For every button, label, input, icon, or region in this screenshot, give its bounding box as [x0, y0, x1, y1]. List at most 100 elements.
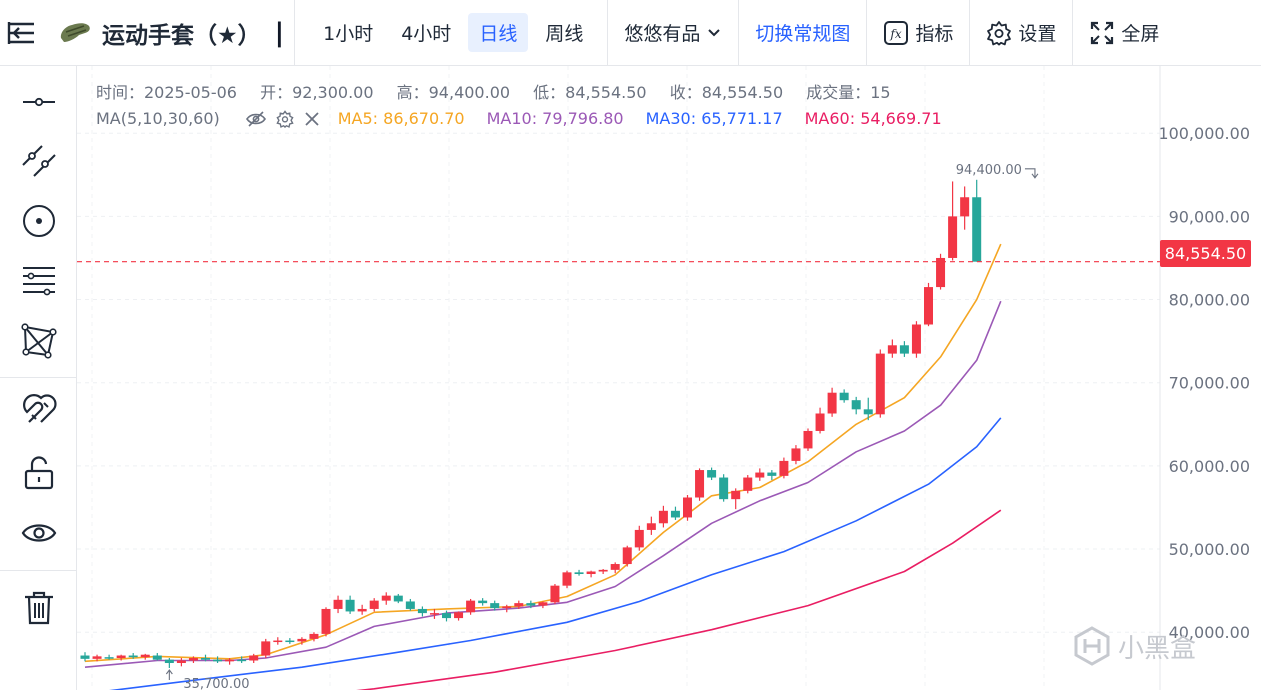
close-icon[interactable] [304, 111, 320, 127]
toolbar-divider [607, 0, 609, 66]
legend-volume: 成交量：15 [806, 83, 891, 102]
candle-body [863, 409, 873, 415]
trash-icon[interactable] [14, 586, 64, 630]
candle [911, 321, 921, 358]
candle-body [887, 345, 897, 354]
candle [92, 654, 102, 662]
candle [707, 467, 717, 481]
candle [936, 253, 946, 290]
settings-button[interactable]: 设置 [970, 0, 1072, 66]
candle-body [514, 603, 524, 607]
svg-text:fx: fx [890, 27, 902, 41]
candle-body [417, 608, 427, 614]
drawing-toolbar [0, 66, 77, 690]
y-tick-label: 50,000.00 [1169, 540, 1250, 559]
horizontal-line-tool-icon[interactable] [14, 80, 64, 124]
candle-body [755, 472, 765, 478]
pattern-tool-icon[interactable] [14, 319, 64, 363]
candle [598, 569, 608, 575]
unlock-icon[interactable] [14, 451, 64, 495]
candle-body [707, 470, 717, 478]
candle-body [779, 460, 789, 476]
collapse-menu-icon[interactable] [0, 0, 44, 66]
candle [670, 506, 680, 520]
candle-body [526, 603, 536, 606]
candle [333, 595, 343, 614]
candle [683, 495, 692, 521]
switch-chart-button[interactable]: 切换常规图 [755, 23, 851, 45]
magnet-icon[interactable] [14, 390, 64, 434]
candle [393, 593, 403, 604]
timeframe-4h[interactable]: 4小时 [401, 23, 452, 45]
min-price-label: 35,700.00 [183, 677, 249, 690]
candle [743, 475, 753, 494]
candle [309, 632, 319, 642]
fullscreen-button[interactable]: 全屏 [1073, 0, 1175, 66]
candle-body [538, 602, 548, 606]
candle [357, 604, 367, 615]
circle-tool-icon[interactable] [14, 199, 64, 243]
candle [562, 570, 572, 589]
source-dropdown[interactable]: 悠悠有品 [608, 0, 738, 66]
ma30-line [109, 417, 1002, 690]
legend-close: 收：84,554.50 [669, 83, 784, 102]
ma10-value: MA10: 79,796.80 [486, 109, 624, 128]
candle-body [948, 216, 958, 258]
candle-body [574, 572, 584, 575]
candle-body [188, 658, 198, 661]
candle-body [285, 640, 295, 643]
legend-high: 高：94,400.00 [396, 83, 511, 102]
timeframe-daily[interactable]: 日线 [468, 13, 529, 52]
candle-body [646, 523, 656, 530]
gear-icon[interactable] [276, 109, 294, 128]
candle-body [104, 657, 114, 659]
candle [152, 653, 162, 661]
y-tick-label: 80,000.00 [1169, 291, 1250, 310]
ma60-line [356, 509, 1002, 690]
candle-body [333, 599, 343, 609]
candle [273, 637, 283, 645]
symbol-name: 运动手套（★） [102, 22, 261, 49]
candle-body [911, 324, 921, 354]
candle [104, 654, 114, 660]
candle-body [899, 345, 909, 354]
candle [466, 598, 476, 615]
gear-icon [987, 20, 1012, 45]
candle [634, 525, 644, 551]
candle-body [683, 497, 692, 518]
watermark-text: 小黑盒 [1118, 633, 1197, 664]
candle-body [719, 477, 729, 500]
candle [586, 570, 596, 578]
timeframe-weekly[interactable]: 周线 [545, 23, 584, 45]
candle [514, 600, 524, 609]
candle [176, 658, 186, 667]
fib-levels-tool-icon[interactable] [14, 259, 64, 303]
candle [321, 607, 331, 637]
heybox-logo-icon [1074, 626, 1110, 666]
candle-body [924, 287, 933, 325]
indicator-button[interactable]: fx 指标 [867, 0, 969, 66]
ma5-value: MA5: 86,670.70 [337, 109, 465, 128]
candle-body [164, 659, 174, 664]
candle [490, 600, 500, 611]
candle-body [176, 660, 186, 664]
eye-icon[interactable] [14, 511, 64, 555]
timeframe-1h[interactable]: 1小时 [323, 23, 374, 45]
candle [622, 545, 632, 567]
candle [767, 470, 777, 481]
indicator-label: 指标 [915, 23, 954, 45]
y-tick-label: 40,000.00 [1169, 623, 1250, 642]
candle-body [369, 600, 379, 609]
candle-body [839, 392, 849, 401]
parallel-channel-tool-icon[interactable] [14, 139, 64, 183]
candle-body [851, 400, 861, 410]
candle [237, 656, 247, 664]
candle [369, 598, 379, 612]
candle [899, 341, 909, 357]
symbol-title[interactable]: 运动手套（★） | [44, 0, 294, 66]
candle-body [827, 392, 837, 414]
eye-off-icon[interactable] [245, 110, 266, 127]
max-price-label: 94,400.00 [956, 163, 1022, 178]
candle-body [670, 510, 680, 518]
